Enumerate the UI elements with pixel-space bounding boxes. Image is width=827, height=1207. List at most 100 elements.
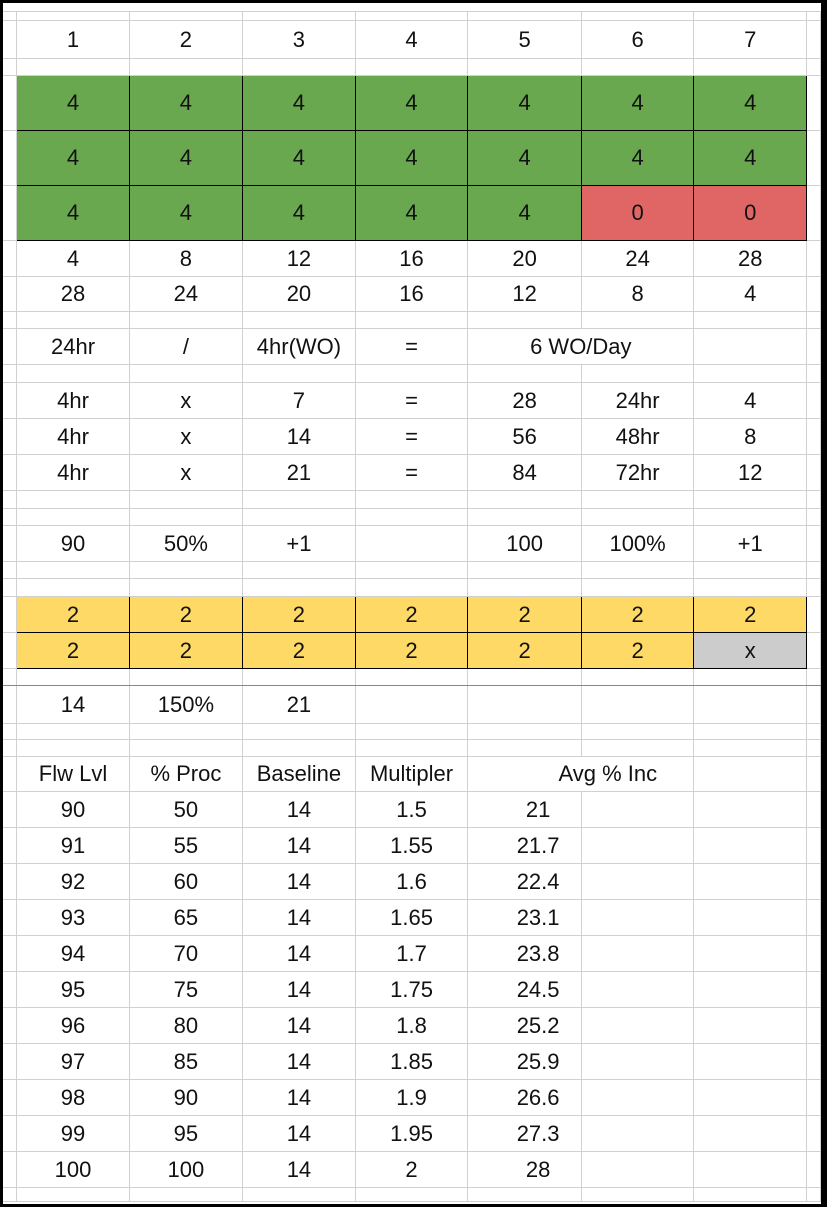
- empty-cell[interactable]: [580, 935, 695, 972]
- level-cell[interactable]: 100%: [580, 525, 695, 562]
- flw-lvl-cell[interactable]: 98: [16, 1079, 130, 1116]
- empty-cell[interactable]: [128, 668, 244, 686]
- empty-cell[interactable]: [354, 668, 469, 686]
- trailing-cell[interactable]: [806, 1079, 821, 1116]
- multiply-cell[interactable]: 72hr: [580, 454, 695, 491]
- percent-proc-cell[interactable]: 65: [128, 899, 244, 936]
- multiply-cell[interactable]: 4hr: [16, 382, 130, 419]
- hours-cell[interactable]: 4: [467, 130, 582, 186]
- result-cell[interactable]: 150%: [128, 685, 244, 724]
- empty-cell[interactable]: [467, 578, 582, 597]
- empty-cell[interactable]: [242, 311, 356, 329]
- percent-proc-cell[interactable]: 100: [128, 1151, 244, 1188]
- empty-cell[interactable]: [128, 508, 244, 526]
- multiply-cell[interactable]: x: [128, 454, 244, 491]
- hours-cell[interactable]: 0: [693, 185, 808, 241]
- row-margin-cell[interactable]: [3, 1043, 18, 1080]
- empty-cell[interactable]: [693, 827, 808, 864]
- trailing-cell[interactable]: [806, 11, 821, 21]
- multipler-cell[interactable]: 2: [354, 1151, 469, 1188]
- baseline-cell[interactable]: 14: [242, 791, 356, 828]
- trailing-cell[interactable]: [806, 311, 821, 329]
- row-margin-cell[interactable]: [3, 668, 18, 686]
- percent-proc-cell[interactable]: 95: [128, 1115, 244, 1152]
- empty-cell[interactable]: [354, 311, 469, 329]
- multiply-cell[interactable]: 12: [693, 454, 808, 491]
- empty-cell[interactable]: [693, 723, 808, 740]
- trailing-cell[interactable]: [806, 668, 821, 686]
- row-margin-cell[interactable]: [3, 75, 18, 131]
- empty-cell[interactable]: [242, 364, 356, 383]
- empty-cell[interactable]: [467, 739, 582, 757]
- hours-cell[interactable]: 4: [242, 185, 356, 241]
- cumulative-cell[interactable]: 28: [693, 240, 808, 277]
- baseline-cell[interactable]: 14: [242, 1079, 356, 1116]
- multiplier-cell[interactable]: 2: [16, 596, 130, 633]
- row-margin-cell[interactable]: [3, 418, 18, 455]
- empty-cell[interactable]: [693, 1115, 808, 1152]
- empty-cell[interactable]: [354, 58, 469, 76]
- row-margin-cell[interactable]: [3, 328, 18, 365]
- empty-cell[interactable]: [242, 723, 356, 740]
- header-avg-percent-inc[interactable]: Avg % Inc: [467, 756, 695, 792]
- result-cell[interactable]: [580, 685, 695, 724]
- empty-cell[interactable]: [693, 508, 808, 526]
- row-margin-cell[interactable]: [3, 508, 18, 526]
- empty-cell[interactable]: [128, 490, 244, 509]
- trailing-cell[interactable]: [806, 525, 821, 562]
- empty-cell[interactable]: [467, 508, 582, 526]
- formula-operator-cell[interactable]: =: [354, 328, 469, 365]
- multiply-cell[interactable]: x: [128, 418, 244, 455]
- row-margin-cell[interactable]: [3, 490, 18, 509]
- empty-cell[interactable]: [354, 1187, 469, 1202]
- row-margin-cell[interactable]: [3, 723, 18, 740]
- row-margin-cell[interactable]: [3, 1151, 18, 1188]
- avg-percent-inc-cell[interactable]: 22.4: [467, 863, 582, 900]
- multiply-cell[interactable]: 48hr: [580, 418, 695, 455]
- multipler-cell[interactable]: 1.95: [354, 1115, 469, 1152]
- header-flw-lvl[interactable]: Flw Lvl: [16, 756, 130, 792]
- day-header-cell[interactable]: 7: [693, 20, 808, 59]
- cumulative-cell[interactable]: 20: [467, 240, 582, 277]
- avg-percent-inc-cell[interactable]: 28: [467, 1151, 582, 1188]
- trailing-cell[interactable]: [806, 791, 821, 828]
- trailing-cell[interactable]: [806, 578, 821, 597]
- cumulative-cell[interactable]: 24: [580, 240, 695, 277]
- multiplier-cell[interactable]: 2: [128, 632, 244, 669]
- row-margin-cell[interactable]: [3, 1007, 18, 1044]
- empty-cell[interactable]: [128, 364, 244, 383]
- row-margin-cell[interactable]: [3, 525, 18, 562]
- day-header-cell[interactable]: 2: [128, 20, 244, 59]
- formula-result-cell[interactable]: 6 WO/Day: [467, 328, 695, 365]
- trailing-cell[interactable]: [806, 240, 821, 277]
- hours-cell[interactable]: 4: [354, 185, 469, 241]
- empty-cell[interactable]: [580, 364, 695, 383]
- remaining-cell[interactable]: 16: [354, 276, 469, 312]
- multipler-cell[interactable]: 1.65: [354, 899, 469, 936]
- trailing-cell[interactable]: [806, 739, 821, 757]
- empty-cell[interactable]: [693, 578, 808, 597]
- result-cell[interactable]: 14: [16, 685, 130, 724]
- avg-percent-inc-cell[interactable]: 23.8: [467, 935, 582, 972]
- multiplier-cell[interactable]: 2: [242, 632, 356, 669]
- trailing-cell[interactable]: [806, 382, 821, 419]
- empty-cell[interactable]: [580, 899, 695, 936]
- remaining-cell[interactable]: 12: [467, 276, 582, 312]
- row-margin-cell[interactable]: [3, 11, 18, 21]
- empty-cell[interactable]: [128, 58, 244, 76]
- multiply-cell[interactable]: 7: [242, 382, 356, 419]
- day-header-cell[interactable]: 6: [580, 20, 695, 59]
- empty-cell[interactable]: [354, 11, 469, 21]
- hours-cell[interactable]: 4: [693, 75, 808, 131]
- multipler-cell[interactable]: 1.7: [354, 935, 469, 972]
- empty-cell[interactable]: [693, 490, 808, 509]
- empty-cell[interactable]: [16, 668, 130, 686]
- empty-cell[interactable]: [693, 1187, 808, 1202]
- multiplier-cell[interactable]: 2: [580, 596, 695, 633]
- empty-cell[interactable]: [128, 739, 244, 757]
- row-margin-cell[interactable]: [3, 20, 18, 59]
- trailing-cell[interactable]: [806, 935, 821, 972]
- empty-cell[interactable]: [580, 791, 695, 828]
- trailing-cell[interactable]: [806, 899, 821, 936]
- hours-cell[interactable]: 4: [242, 130, 356, 186]
